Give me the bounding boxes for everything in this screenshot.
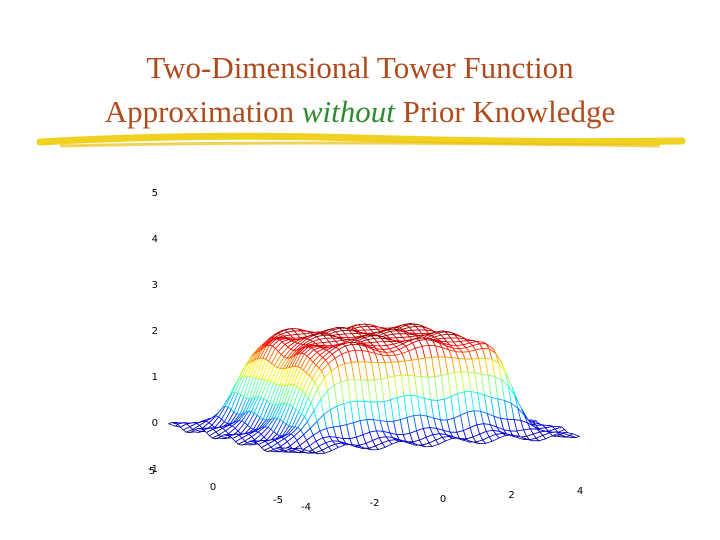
z-tick-label: 0: [152, 418, 158, 429]
underline: [36, 132, 686, 146]
z-tick-label: 2: [152, 326, 158, 337]
z-tick-label: 5: [152, 188, 158, 199]
x-tick-label: 2: [508, 490, 514, 501]
title-text: Prior Knowledge: [402, 94, 616, 129]
y-tick-label: 0: [210, 482, 216, 493]
x-tick-label: -2: [370, 498, 380, 509]
title-text: Approximation: [104, 94, 295, 129]
x-tick-label: 4: [577, 486, 583, 497]
z-tick-label: 3: [152, 280, 158, 291]
z-tick-label: -1: [148, 464, 158, 475]
y-tick-label: -5: [273, 495, 283, 506]
title-emphasis: without: [301, 94, 395, 129]
y-tick-label: 5: [149, 466, 155, 477]
surface-cell: [568, 433, 581, 438]
z-tick-label: 1: [152, 372, 158, 383]
z-tick-label: 4: [152, 234, 158, 245]
x-tick-label: 0: [440, 494, 446, 505]
x-tick-label: -4: [301, 502, 311, 513]
title-line: Two-Dimensional Tower Function: [146, 50, 574, 85]
underline: [59, 141, 661, 148]
title-line: Approximation without Prior Knowledge: [0, 94, 720, 130]
